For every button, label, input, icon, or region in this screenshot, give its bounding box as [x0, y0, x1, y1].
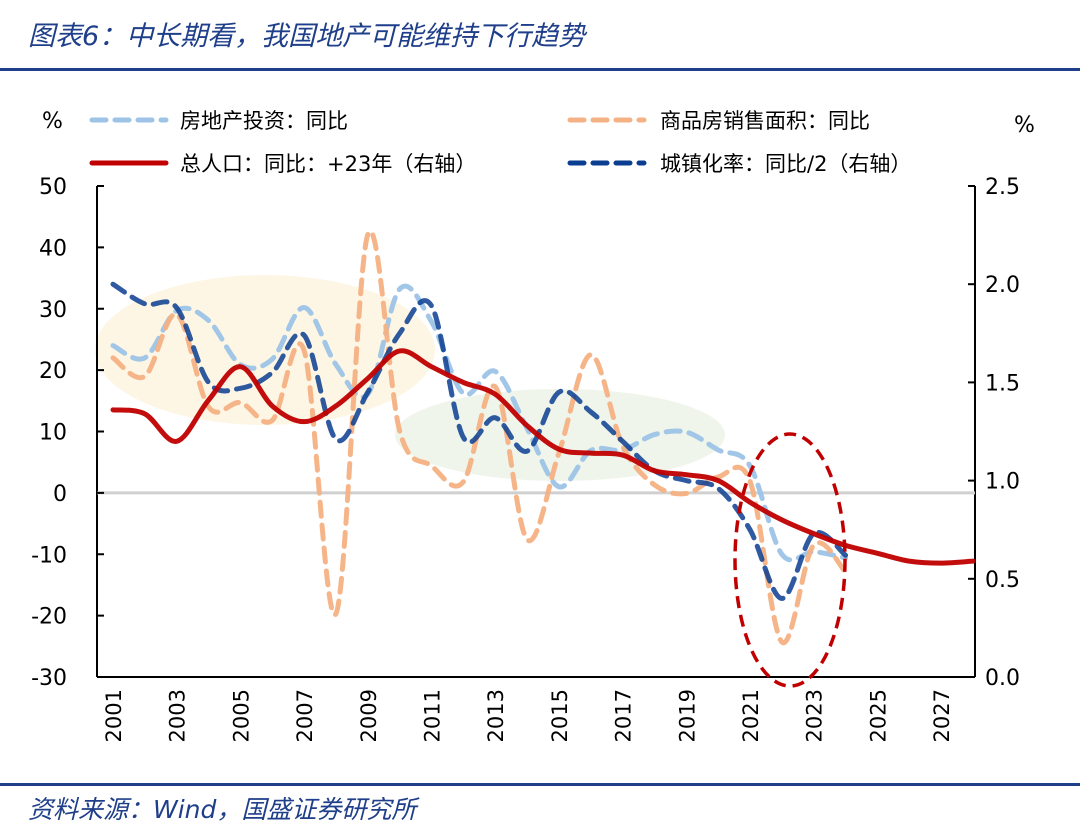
left-tick-label: 40	[39, 236, 67, 261]
right-tick-label: 2.0	[985, 273, 1020, 298]
x-tick-label: 2005	[229, 689, 253, 742]
legend-label: 房地产投资：同比	[180, 109, 348, 133]
chart-title: 图表6：中长期看，我国地产可能维持下行趋势	[28, 21, 586, 52]
left-tick-label: 10	[39, 421, 67, 446]
right-tick-label: 1.5	[985, 371, 1020, 396]
legend-label: 总人口：同比：+23年（右轴）	[180, 152, 476, 176]
legend-label: 城镇化率：同比/2（右轴）	[660, 152, 911, 176]
left-tick-label: 20	[39, 359, 67, 384]
right-unit-label: %	[1014, 113, 1035, 138]
x-tick-label: 2013	[484, 689, 508, 742]
left-tick-label: 30	[39, 298, 67, 323]
right-tick-label: 0.5	[985, 568, 1020, 593]
x-tick-label: 2027	[930, 689, 954, 742]
x-tick-label: 2011	[421, 689, 445, 742]
left-tick-label: -10	[31, 543, 67, 568]
left-unit-label: %	[42, 109, 63, 134]
left-tick-label: -30	[31, 666, 67, 691]
highlight-ellipse-mid	[395, 389, 725, 481]
series-line-3	[110, 348, 976, 566]
x-tick-label: 2001	[102, 689, 126, 742]
left-tick-label: 0	[53, 482, 67, 507]
right-tick-label: 2.5	[985, 175, 1020, 200]
right-tick-label: 0.0	[985, 666, 1020, 691]
title-rule	[0, 68, 1080, 71]
x-tick-label: 2025	[866, 689, 890, 742]
left-tick-label: 50	[39, 175, 67, 200]
source-note: 资料来源：Wind，国盛证券研究所	[28, 795, 417, 824]
x-tick-label: 2003	[166, 689, 190, 742]
right-tick-label: 1.0	[985, 470, 1020, 495]
highlight-ellipse-decline	[733, 432, 847, 688]
x-tick-label: 2023	[803, 689, 827, 742]
x-tick-label: 2019	[675, 689, 699, 742]
x-tick-label: 2017	[612, 689, 636, 742]
x-tick-label: 2021	[739, 689, 763, 742]
legend-label: 商品房销售面积：同比	[660, 109, 870, 133]
x-tick-label: 2009	[357, 689, 381, 742]
x-tick-label: 2007	[293, 689, 317, 742]
x-tick-label: 2015	[548, 689, 572, 742]
source-rule	[0, 783, 1080, 786]
left-tick-label: -20	[31, 605, 67, 630]
